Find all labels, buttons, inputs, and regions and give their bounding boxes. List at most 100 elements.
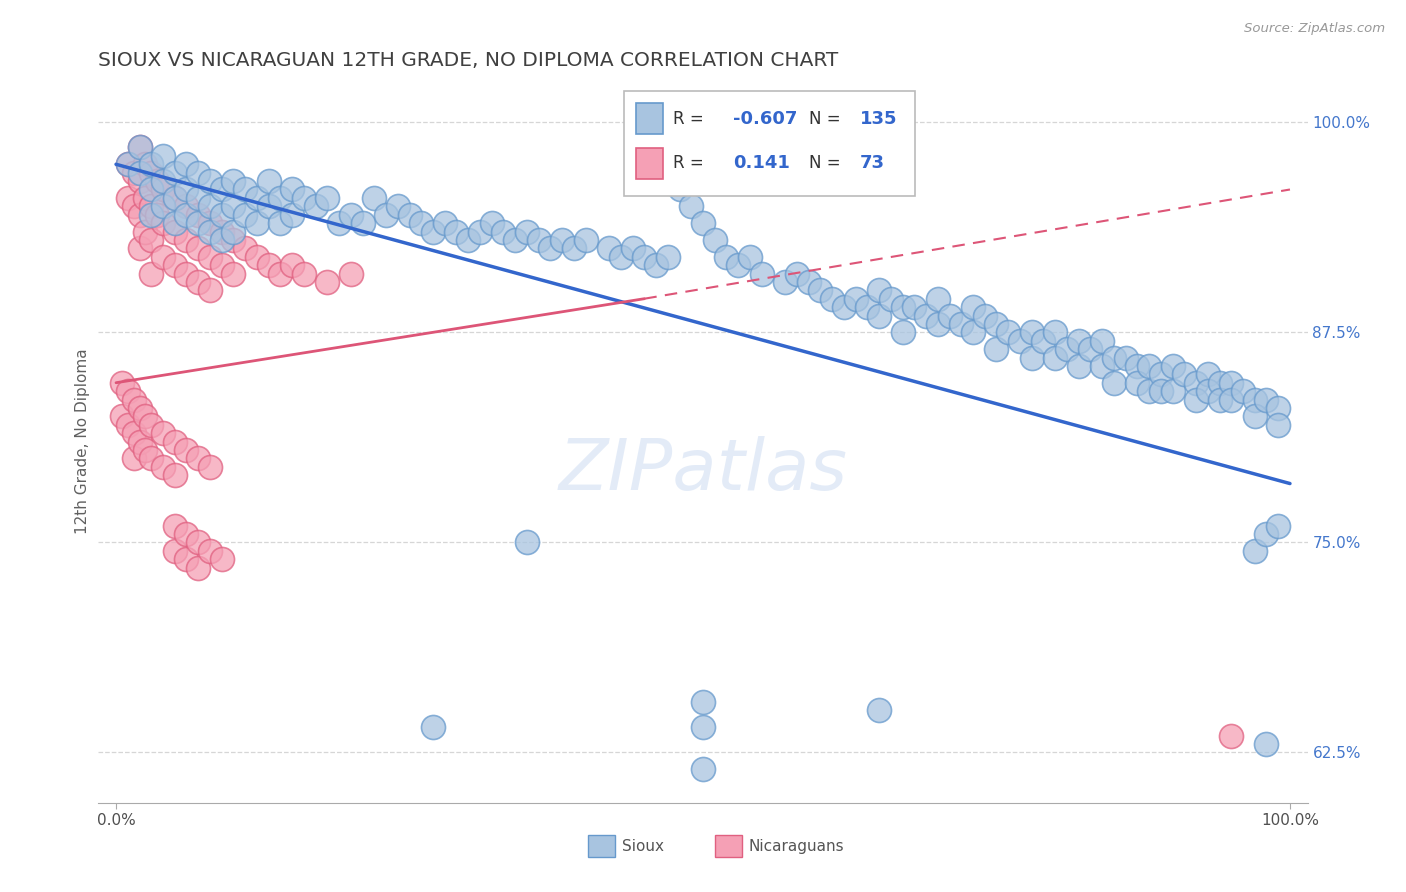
Point	[163, 468, 186, 483]
Point	[111, 376, 134, 390]
Point	[1197, 368, 1219, 382]
Point	[141, 233, 163, 247]
Text: 135: 135	[860, 110, 897, 128]
Point	[152, 216, 174, 230]
Point	[973, 309, 995, 323]
Text: R =: R =	[672, 154, 703, 172]
Point	[1056, 342, 1078, 356]
Point	[1243, 409, 1265, 424]
Point	[246, 191, 269, 205]
Point	[141, 182, 163, 196]
Point	[891, 326, 914, 340]
Point	[304, 199, 326, 213]
Point	[187, 535, 209, 549]
Point	[1256, 392, 1278, 407]
Point	[692, 762, 714, 776]
Point	[692, 720, 714, 734]
Point	[962, 300, 984, 314]
Point	[868, 309, 890, 323]
Point	[128, 140, 150, 154]
Point	[1102, 351, 1125, 365]
Point	[751, 267, 773, 281]
Point	[328, 216, 350, 230]
Point	[808, 283, 831, 297]
Point	[1256, 527, 1278, 541]
Point	[868, 703, 890, 717]
Point	[257, 258, 280, 272]
Point	[986, 342, 1008, 356]
Point	[352, 216, 374, 230]
Point	[128, 174, 150, 188]
Point	[128, 401, 150, 415]
Point	[1208, 392, 1230, 407]
Point	[122, 166, 145, 180]
Point	[1220, 376, 1243, 390]
Point	[128, 140, 150, 154]
Point	[1208, 376, 1230, 390]
Point	[187, 208, 209, 222]
Point	[927, 317, 949, 331]
Point	[198, 543, 221, 558]
Point	[163, 216, 186, 230]
Point	[880, 292, 903, 306]
Point	[657, 250, 679, 264]
Point	[1232, 384, 1254, 398]
Bar	[637, 148, 664, 178]
Point	[222, 199, 245, 213]
Point	[562, 241, 585, 255]
Point	[176, 199, 198, 213]
Point	[141, 451, 163, 466]
Point	[633, 250, 655, 264]
Point	[1080, 342, 1102, 356]
Point	[269, 191, 291, 205]
Point	[134, 191, 156, 205]
Point	[141, 166, 163, 180]
Point	[198, 199, 221, 213]
Point	[176, 157, 198, 171]
Point	[269, 216, 291, 230]
Point	[222, 267, 245, 281]
Point	[141, 157, 163, 171]
Point	[152, 426, 174, 441]
Point	[387, 199, 409, 213]
Point	[187, 560, 209, 574]
Text: 0.141: 0.141	[734, 154, 790, 172]
Point	[141, 208, 163, 222]
Point	[233, 208, 256, 222]
Point	[211, 225, 233, 239]
Point	[117, 384, 139, 398]
Text: ZIPatlas: ZIPatlas	[558, 436, 848, 505]
Point	[433, 216, 456, 230]
Point	[152, 459, 174, 474]
Point	[681, 199, 703, 213]
Point	[668, 182, 690, 196]
Point	[128, 434, 150, 449]
Point	[363, 191, 385, 205]
Point	[621, 241, 644, 255]
Point	[903, 300, 925, 314]
Point	[1126, 376, 1149, 390]
Point	[134, 225, 156, 239]
Point	[492, 225, 515, 239]
Point	[211, 552, 233, 566]
Point	[281, 182, 304, 196]
Point	[141, 199, 163, 213]
Point	[1091, 334, 1114, 348]
Point	[257, 174, 280, 188]
Point	[398, 208, 420, 222]
Point	[128, 241, 150, 255]
Point	[1161, 384, 1184, 398]
Point	[950, 317, 973, 331]
Point	[1220, 392, 1243, 407]
Point	[152, 174, 174, 188]
Point	[1115, 351, 1137, 365]
Point	[222, 233, 245, 247]
Point	[527, 233, 550, 247]
Point	[481, 216, 503, 230]
Point	[152, 182, 174, 196]
Point	[997, 326, 1019, 340]
Point	[198, 216, 221, 230]
Point	[176, 267, 198, 281]
Point	[927, 292, 949, 306]
Point	[146, 174, 169, 188]
